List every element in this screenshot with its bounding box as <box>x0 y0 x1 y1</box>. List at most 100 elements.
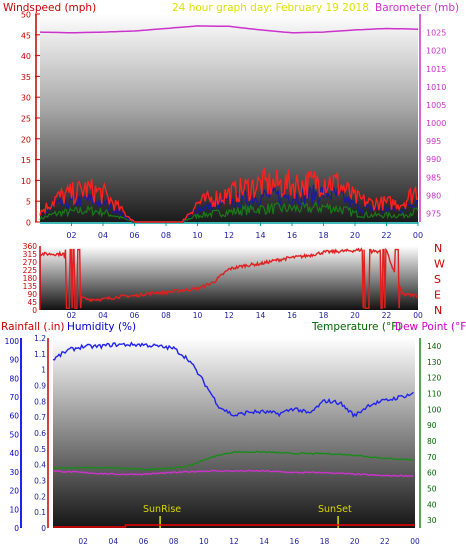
wind-x-tick-label: 18 <box>318 231 328 240</box>
compass-label: E <box>434 289 441 302</box>
barometer-y-tick-label: 975 <box>426 209 441 218</box>
humidity-temperature-panel: Rainfall (.in) Humidity (%) Temperature … <box>1 321 466 546</box>
temperature-title: Temperature (°F) <box>311 321 401 333</box>
rain-y-tick-label: 0.6 <box>34 429 46 438</box>
rain-y-tick-label: 0.1 <box>34 508 46 517</box>
rain-y-tick-label: 1.2 <box>34 334 46 343</box>
direction-x-tick-label: 10 <box>193 311 203 320</box>
direction-y-tick-label: 315 <box>23 250 38 259</box>
panel3-x-tick-label: 04 <box>109 537 119 546</box>
wind-x-tick-label: 00 <box>413 231 423 240</box>
wind-x-tick-label: 20 <box>350 231 360 240</box>
temperature-y-tick-label: 50 <box>427 484 437 493</box>
temperature-y-tick-label: 80 <box>427 437 437 446</box>
direction-y-tick-label: 360 <box>23 242 38 251</box>
direction-x-tick-label: 20 <box>350 311 360 320</box>
direction-x-tick-label: 00 <box>413 311 423 320</box>
barometer-series <box>39 25 419 34</box>
rain-y-tick-label: 0.3 <box>34 477 46 486</box>
panel3-x-tick-label: 08 <box>169 537 179 546</box>
direction-x-tick-label: 18 <box>319 311 329 320</box>
wind-x-tick-label: 04 <box>98 231 108 240</box>
panel3-x-tick-label: 00 <box>410 537 420 546</box>
direction-x-tick-label: 02 <box>67 311 77 320</box>
humidity-y-tick-label: 20 <box>9 487 19 496</box>
humidity-y-tick-label: 50 <box>9 430 19 439</box>
panel3-x-tick-label: 14 <box>259 537 269 546</box>
temperature-series <box>52 450 414 471</box>
wind-x-tick-label: 22 <box>381 231 391 240</box>
dewpoint-title: Dew Point (°F) <box>395 321 466 333</box>
windspeed-title: Windspeed (mph) <box>3 2 96 14</box>
rain-y-tick-label: 0 <box>41 524 46 533</box>
barometer-y-tick-label: 985 <box>426 173 441 182</box>
barometer-y-tick-label: 1010 <box>426 83 446 92</box>
direction-y-tick-label: 45 <box>27 298 37 307</box>
temperature-y-tick-label: 110 <box>427 389 442 398</box>
temperature-y-tick-label: 140 <box>427 342 442 351</box>
humidity-y-tick-label: 70 <box>9 393 19 402</box>
compass-label: N <box>434 242 442 255</box>
rain-y-tick-label: 0.2 <box>34 492 46 501</box>
wind-y-tick-label: 5 <box>26 198 31 207</box>
panel3-x-tick-label: 20 <box>350 537 360 546</box>
direction-x-tick-label: 08 <box>161 311 171 320</box>
wind-low-series <box>39 200 419 223</box>
rainfall-title: Rainfall (.in) <box>1 321 64 333</box>
humidity-y-tick-label: 100 <box>5 337 20 346</box>
wind-barometer-panel: Windspeed (mph) 24 hour graph day: Febru… <box>3 2 459 240</box>
direction-y-tick-label: 225 <box>23 266 38 275</box>
barometer-y-tick-label: 995 <box>426 137 441 146</box>
plot-area-3 <box>53 338 415 528</box>
wind-x-tick-label: 12 <box>224 231 234 240</box>
direction-y-tick-label: 0 <box>32 306 37 315</box>
barometer-y-tick-label: 1015 <box>426 65 446 74</box>
wind-x-tick-label: 06 <box>129 231 139 240</box>
direction-y-tick-label: 270 <box>23 258 38 267</box>
temperature-y-tick-label: 30 <box>427 516 437 525</box>
barometer-y-tick-label: 1025 <box>426 29 446 38</box>
wind-y-tick-label: 15 <box>21 156 31 165</box>
panel3-x-tick-label: 12 <box>229 537 239 546</box>
wind-y-tick-label: 20 <box>21 135 31 144</box>
direction-y-tick-label: 180 <box>23 274 38 283</box>
temperature-y-tick-label: 40 <box>427 500 437 509</box>
direction-x-tick-label: 12 <box>224 311 234 320</box>
chart-date-title: 24 hour graph day: February 19 2018 <box>172 2 369 14</box>
rain-y-tick-label: 0.9 <box>34 382 46 391</box>
temperature-y-tick-label: 120 <box>427 374 442 383</box>
rainfall-series <box>53 524 415 528</box>
dewpoint-series <box>52 469 414 478</box>
humidity-series <box>52 341 414 419</box>
panel3-x-tick-label: 10 <box>199 537 209 546</box>
sunset-label: SunSet <box>318 504 352 515</box>
barometer-title: Barometer (mb) <box>375 2 459 14</box>
temperature-y-tick-label: 70 <box>427 453 437 462</box>
barometer-y-tick-label: 990 <box>426 155 441 164</box>
direction-x-tick-label: 04 <box>98 311 108 320</box>
wind-x-tick-label: 10 <box>192 231 202 240</box>
wind-y-tick-label: 0 <box>26 219 31 228</box>
wind-y-tick-label: 40 <box>21 52 31 61</box>
humidity-y-tick-label: 80 <box>9 374 19 383</box>
sunrise-label: SunRise <box>143 504 181 515</box>
direction-y-tick-label: 135 <box>23 282 38 291</box>
rain-y-tick-label: 1 <box>41 366 46 375</box>
direction-x-tick-label: 22 <box>382 311 392 320</box>
wind-x-tick-label: 16 <box>287 231 297 240</box>
wind-y-tick-label: 30 <box>21 94 31 103</box>
humidity-title: Humidity (%) <box>67 321 136 333</box>
temperature-y-tick-label: 100 <box>427 405 442 414</box>
barometer-y-tick-label: 1000 <box>426 119 446 128</box>
rain-y-tick-label: 1.1 <box>34 350 46 359</box>
barometer-y-tick-label: 1005 <box>426 101 446 110</box>
direction-x-tick-label: 16 <box>287 311 297 320</box>
wind-y-tick-label: 50 <box>21 11 31 20</box>
humidity-y-tick-label: 10 <box>9 505 19 514</box>
rain-y-tick-label: 0.7 <box>34 413 46 422</box>
panel3-x-tick-label: 02 <box>78 537 88 546</box>
humidity-y-tick-label: 30 <box>9 468 19 477</box>
temperature-y-tick-label: 60 <box>427 469 437 478</box>
